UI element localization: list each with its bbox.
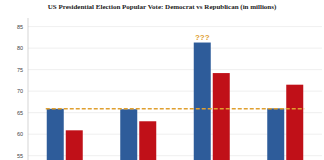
y-tick-label: 55 xyxy=(17,153,23,159)
reference-line xyxy=(46,108,305,110)
grid-line xyxy=(28,48,322,49)
bar xyxy=(66,130,83,160)
grid-line xyxy=(28,69,322,70)
annotation: ??? xyxy=(195,33,210,42)
y-tick-label: 65 xyxy=(17,110,23,116)
y-tick-label: 80 xyxy=(17,45,23,51)
y-axis xyxy=(28,18,29,160)
y-tick-label: 85 xyxy=(17,24,23,30)
title: US Presidential Election Popular Vote: D… xyxy=(48,3,277,11)
bar xyxy=(194,43,211,160)
bar xyxy=(213,73,230,160)
y-tick-label: 70 xyxy=(17,88,23,94)
bar xyxy=(47,109,64,160)
chart: US Presidential Election Popular Vote: D… xyxy=(0,0,324,160)
y-tick-label: 75 xyxy=(17,67,23,73)
grid-line xyxy=(28,26,322,27)
y-tick-label: 60 xyxy=(17,131,23,137)
bar xyxy=(267,108,284,160)
bars xyxy=(46,43,305,160)
bar xyxy=(139,121,156,160)
grid-line xyxy=(28,91,322,92)
bar xyxy=(120,109,137,160)
bar xyxy=(286,85,303,160)
